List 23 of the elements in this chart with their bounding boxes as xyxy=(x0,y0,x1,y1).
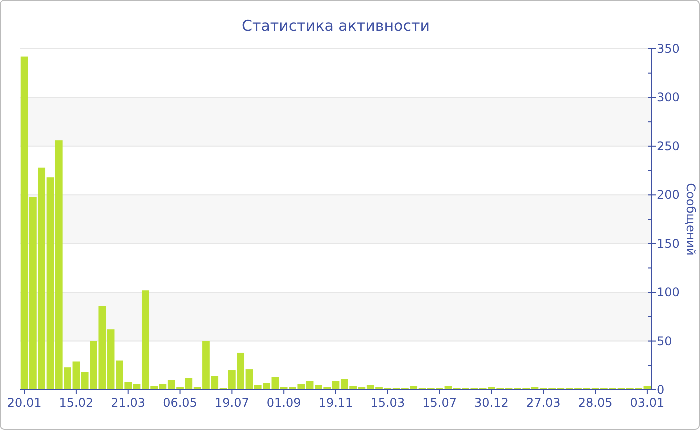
x-tick-label: 20.01 xyxy=(7,396,42,410)
y-tick-label: 200 xyxy=(657,188,680,202)
y-tick-label: 0 xyxy=(657,383,665,397)
x-tick-label: 03.01 xyxy=(630,396,665,410)
x-tick-label: 19.07 xyxy=(215,396,250,410)
x-tick-label: 01.09 xyxy=(266,396,302,410)
y-tick-label: 100 xyxy=(657,286,680,300)
x-tick-label: 30.12 xyxy=(474,396,509,410)
x-tick-label: 15.07 xyxy=(422,396,457,410)
y-tick-label: 350 xyxy=(657,42,680,56)
x-tick-label: 21.03 xyxy=(111,396,146,410)
x-tick-label: 28.05 xyxy=(578,396,613,410)
x-tick-label: 15.03 xyxy=(370,396,406,410)
y-tick-label: 150 xyxy=(657,236,680,251)
x-tick-label: 06.05 xyxy=(163,396,198,410)
y-axis-title: Сообщений xyxy=(684,183,698,256)
y-tick-label: 300 xyxy=(657,90,680,105)
chart-title: Статистика активности xyxy=(242,17,430,35)
x-tick-label: 27.03 xyxy=(526,396,561,410)
x-tick-label: 15.02 xyxy=(59,396,94,410)
y-tick-label: 50 xyxy=(657,334,672,348)
x-tick-label: 19.11 xyxy=(318,396,354,410)
y-tick-label: 250 xyxy=(657,139,680,154)
